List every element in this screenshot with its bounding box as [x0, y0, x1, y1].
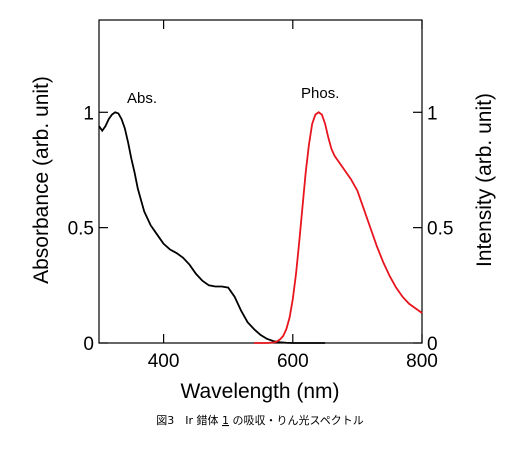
y-tick-label-right-1: 0.5	[427, 219, 453, 240]
y-tick-label-left-2: 1	[83, 103, 94, 124]
caption-suffix: の吸収・りん光スペクトル	[229, 413, 364, 427]
caption-prefix: 図3 Ir 錯体	[156, 413, 222, 427]
x-tick-label-800: 800	[406, 351, 438, 372]
figure-caption: 図3 Ir 錯体 1 の吸収・りん光スペクトル	[156, 413, 364, 427]
plot-frame	[98, 19, 423, 344]
y-tick-label-right-2: 1	[427, 103, 438, 124]
annotation-phos: Phos.	[301, 85, 339, 102]
annotation-abs: Abs.	[127, 90, 157, 107]
y-axis-title-right: Intensity (arb. unit)	[473, 93, 496, 267]
y-tick-label-left-1: 0.5	[68, 219, 94, 240]
x-tick-label-600: 600	[277, 351, 309, 372]
y-tick-label-left-0: 0	[83, 334, 94, 355]
series-line-phos	[254, 111, 423, 344]
y-tick-label-right-0: 0	[427, 334, 438, 355]
x-tick-label-400: 400	[148, 351, 180, 372]
caption-compound-number: 1	[222, 414, 229, 427]
x-axis-title: Wavelength (nm)	[180, 380, 339, 403]
series-line-abs	[98, 111, 326, 344]
y-axis-title-left: Absorbance (arb. unit)	[30, 76, 53, 284]
